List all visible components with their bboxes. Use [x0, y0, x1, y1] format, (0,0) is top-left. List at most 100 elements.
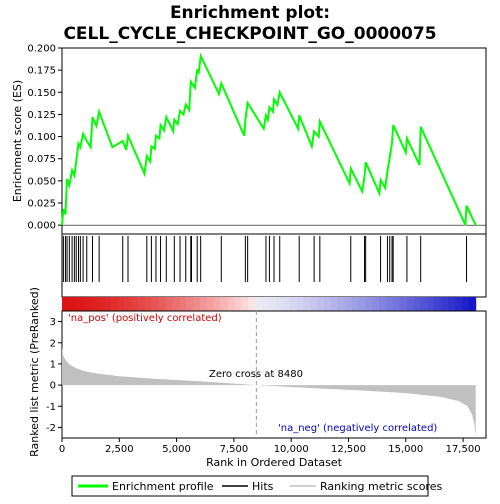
- color-bar-segment: [255, 297, 263, 311]
- xtick-label: 10,000: [274, 444, 309, 455]
- color-bar-segment: [89, 297, 97, 311]
- chart-title-line1: Enrichment plot:: [170, 3, 330, 23]
- xtick-label: 12,500: [331, 444, 366, 455]
- es-ylabel: Enrichment score (ES): [11, 80, 24, 202]
- hits-panel: [61, 233, 487, 311]
- color-bar-segment: [358, 297, 366, 311]
- color-bar-segment: [193, 297, 201, 311]
- color-bar-segment: [199, 297, 208, 311]
- color-bar-segment: [96, 297, 104, 311]
- color-bar-segment: [68, 297, 77, 311]
- color-bar-segment: [227, 297, 235, 311]
- metric-ytick-label: 1: [50, 359, 56, 370]
- es-ytick-label: 0.000: [27, 221, 56, 232]
- x-axis-ticks: 0 2,500 5,000 7,500 10,000 12,500 15,000 17,500: [59, 438, 481, 455]
- metric-y-ticks: 3 2 1 0 -1 -2: [46, 317, 62, 434]
- color-bar-segment: [330, 297, 339, 311]
- color-bar-segment: [282, 297, 291, 311]
- neg-correlated-label: 'na_neg' (negatively correlated): [278, 423, 437, 434]
- es-ytick-label: 0.050: [27, 176, 56, 187]
- color-bar-segment: [441, 297, 449, 311]
- pos-correlated-label: 'na_pos' (positively correlated): [68, 313, 222, 324]
- color-bar-segment: [158, 297, 166, 311]
- color-bar-segment: [317, 297, 325, 311]
- metric-ytick-label: 0: [50, 381, 56, 392]
- color-bar-segment: [468, 297, 477, 311]
- color-bar-segment: [455, 297, 463, 311]
- color-bar-segment: [379, 297, 387, 311]
- color-bar-segment: [296, 297, 304, 311]
- color-bar-segment: [62, 297, 70, 311]
- color-bar-segment: [248, 297, 256, 311]
- legend: Enrichment profile Hits Ranking metric s…: [71, 475, 442, 497]
- color-bar-segment: [420, 297, 428, 311]
- color-bar-segment: [144, 297, 153, 311]
- color-bar-segment: [427, 297, 435, 311]
- color-bar-segment: [434, 297, 442, 311]
- color-bar-segment: [137, 297, 146, 311]
- color-bar-segment: [220, 297, 228, 311]
- color-bar-segment: [310, 297, 318, 311]
- metric-ytick-label: 2: [50, 338, 56, 349]
- es-ytick-label: 0.075: [27, 154, 56, 165]
- color-bar-segment: [151, 297, 160, 311]
- color-bar-segment: [186, 297, 194, 311]
- color-bar-segment: [165, 297, 173, 311]
- color-bar-segment: [275, 297, 284, 311]
- es-panel-frame: [61, 47, 487, 235]
- color-bar-segment: [289, 297, 297, 311]
- hit-lines: [62, 236, 468, 282]
- color-bar-segment: [206, 297, 215, 311]
- es-ytick-label: 0.100: [27, 132, 56, 143]
- es-ytick-label: 0.175: [27, 66, 56, 77]
- color-bar-segment: [213, 297, 222, 311]
- es-panel: 0.000 0.025 0.050 0.075 0.100 0.125 0.150 0.175…: [11, 44, 487, 235]
- color-bar-segment: [172, 297, 180, 311]
- color-bar-segment: [124, 297, 132, 311]
- es-ytick-label: 0.150: [27, 88, 56, 99]
- color-bar-segment: [406, 297, 415, 311]
- enrichment-profile-line: [61, 52, 477, 226]
- metric-panel: 3 2 1 0 -1 -2 'na_pos' (positively correlated…: [28, 287, 487, 457]
- color-bar-segment: [303, 297, 311, 311]
- color-bar-segment: [413, 297, 422, 311]
- metric-ytick-label: 3: [50, 317, 56, 328]
- color-bar-segment: [372, 297, 380, 311]
- xtick-label: 0: [59, 444, 65, 455]
- color-bar-segment: [268, 297, 277, 311]
- ranking-metric-area: [62, 347, 476, 436]
- color-bar-segment: [461, 297, 470, 311]
- color-bar-segment: [365, 297, 373, 311]
- color-bar-segment: [399, 297, 408, 311]
- xtick-label: 5,000: [162, 444, 191, 455]
- color-bar-segment: [351, 297, 359, 311]
- metric-ytick-label: -1: [46, 402, 56, 413]
- color-bar-segment: [448, 297, 456, 311]
- color-bar-segment: [261, 297, 270, 311]
- es-ytick-label: 0.200: [27, 44, 56, 55]
- legend-label-metric: Ranking metric scores: [320, 480, 442, 493]
- chart-title-line2: CELL_CYCLE_CHECKPOINT_GO_0000075: [63, 24, 436, 44]
- color-bar-segment: [337, 297, 346, 311]
- color-bar-segment: [392, 297, 401, 311]
- metric-ytick-label: -2: [46, 423, 56, 434]
- color-bar-segment: [110, 297, 118, 311]
- color-bar-segment: [344, 297, 353, 311]
- legend-label-enrichment: Enrichment profile: [112, 480, 214, 493]
- color-bar-segment: [324, 297, 332, 311]
- ranked-color-bar: [62, 297, 477, 311]
- color-bar-segment: [234, 297, 242, 311]
- xtick-label: 2,500: [105, 444, 134, 455]
- x-axis-label: Rank in Ordered Dataset: [206, 456, 343, 469]
- xtick-label: 7,500: [220, 444, 249, 455]
- legend-box: [71, 475, 429, 497]
- color-bar-segment: [103, 297, 111, 311]
- metric-ylabel: Ranked list metric (PreRanked): [28, 287, 41, 457]
- xtick-label: 15,000: [388, 444, 423, 455]
- legend-label-hits: Hits: [252, 480, 274, 493]
- color-bar-segment: [82, 297, 91, 311]
- color-bar-segment: [241, 297, 249, 311]
- color-bar-segment: [130, 297, 139, 311]
